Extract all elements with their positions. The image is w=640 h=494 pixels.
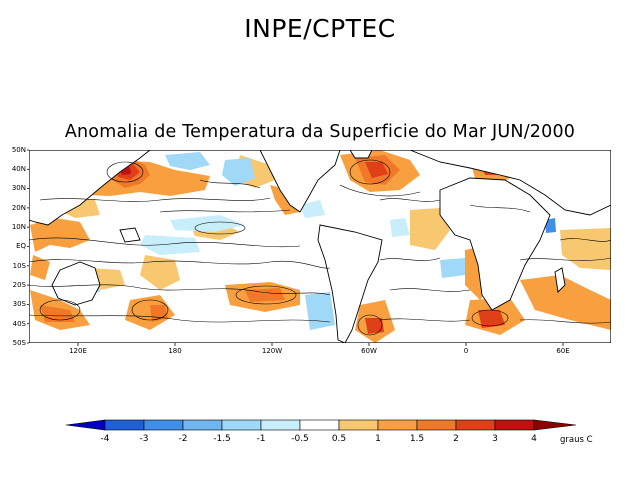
colorbar-label: -1.5 (213, 434, 231, 444)
colorbar-swatch (494, 419, 535, 431)
colorbar-swatch (260, 419, 301, 431)
colorbar-swatch (338, 419, 379, 431)
colorbar-label: -0.5 (291, 434, 309, 444)
colorbar (65, 419, 577, 431)
lon-label: 180 (168, 347, 182, 355)
colorbar-label: 0.5 (331, 434, 347, 444)
lat-label: 30N (11, 184, 26, 192)
lat-label: 30S (12, 300, 26, 308)
map-plot-area (29, 150, 611, 343)
colorbar-swatch (104, 419, 145, 431)
colorbar-label: 1 (375, 434, 381, 444)
colorbar-swatch (416, 419, 457, 431)
colorbar-units: graus C (560, 435, 593, 445)
lat-label: 20S (12, 281, 26, 289)
lat-label: 40N (11, 165, 26, 173)
lon-label: 60W (361, 347, 377, 355)
colorbar-label: -3 (139, 434, 149, 444)
lat-label: 50N (11, 146, 26, 154)
lat-label: 10S (12, 262, 26, 270)
colorbar-swatch (533, 419, 577, 431)
lat-label: 20N (11, 204, 26, 212)
continents (29, 150, 611, 343)
lat-label: 40S (12, 320, 26, 328)
page-header: INPE/CPTEC (244, 14, 396, 43)
contour-lines (29, 159, 611, 336)
lon-label: 120W (261, 347, 283, 355)
lon-label: 0 (463, 347, 469, 355)
colorbar-swatch (377, 419, 418, 431)
colorbar-swatch (455, 419, 496, 431)
lat-ticks (27, 149, 29, 344)
map-title: Anomalia de Temperatura da Superficie do… (64, 122, 576, 142)
colorbar-label: -1 (256, 434, 266, 444)
colorbar-label: 2 (453, 434, 459, 444)
lon-label: 120E (69, 347, 87, 355)
lat-label: 10N (11, 223, 26, 231)
lat-label: 50S (12, 339, 26, 347)
colorbar-swatch (182, 419, 223, 431)
lon-ticks (77, 343, 564, 346)
colorbar-swatch (65, 419, 106, 431)
lat-label: EQ (16, 242, 26, 250)
colorbar-swatch (299, 419, 340, 431)
colorbar-label: 1.5 (409, 434, 425, 444)
colorbar-label: -2 (178, 434, 188, 444)
lon-label: 60E (556, 347, 570, 355)
colorbar-label: 3 (492, 434, 498, 444)
colorbar-label: 4 (531, 434, 537, 444)
colorbar-swatch (221, 419, 262, 431)
colorbar-label: -4 (100, 434, 110, 444)
colorbar-swatch (143, 419, 184, 431)
